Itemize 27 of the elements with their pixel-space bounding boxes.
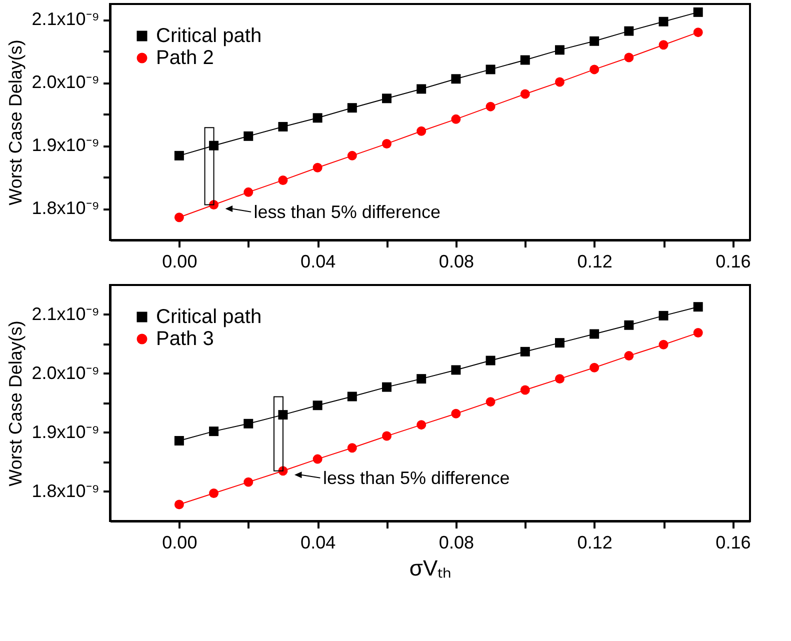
legend-label: Critical path — [156, 25, 262, 47]
x-tick-label: 0.08 — [438, 252, 474, 272]
legend-label: Path 2 — [156, 47, 214, 69]
annotation: less than 5% difference — [254, 202, 441, 222]
x-tick-label: 0.04 — [300, 532, 336, 552]
x-tick-label: 0.16 — [716, 532, 751, 552]
y-tick-label: 2.1x10⁻⁹ — [32, 304, 100, 324]
x-tick-label: 0.16 — [716, 252, 751, 272]
y-axis-title: Worst Case Delay(s) — [6, 40, 26, 206]
y-tick-label: 1.9x10⁻⁹ — [32, 422, 100, 442]
legend-label: Critical path — [156, 306, 262, 328]
x-tick-label: 0.08 — [438, 532, 474, 552]
y-tick-label: 2.1x10⁻⁹ — [32, 9, 100, 30]
legend-label: Path 3 — [156, 328, 214, 350]
y-axis-title: Worst Case Delay(s) — [6, 320, 26, 486]
annotation: less than 5% difference — [322, 468, 510, 488]
y-tick-label: 2.0x10⁻⁹ — [32, 72, 100, 92]
x-tick-label: 0.00 — [162, 252, 198, 272]
x-tick-label: 0.12 — [577, 252, 612, 272]
x-tick-label: 0.04 — [300, 252, 336, 272]
x-axis-title: σVₜₕ — [409, 556, 452, 580]
y-tick-label: 1.8x10⁻⁹ — [32, 198, 100, 218]
x-tick-label: 0.12 — [577, 532, 612, 552]
y-tick-label: 2.0x10⁻⁹ — [32, 363, 100, 383]
y-tick-label: 1.8x10⁻⁹ — [32, 481, 100, 501]
y-tick-label: 1.9x10⁻⁹ — [32, 135, 100, 156]
x-tick-label: 0.00 — [162, 532, 198, 552]
